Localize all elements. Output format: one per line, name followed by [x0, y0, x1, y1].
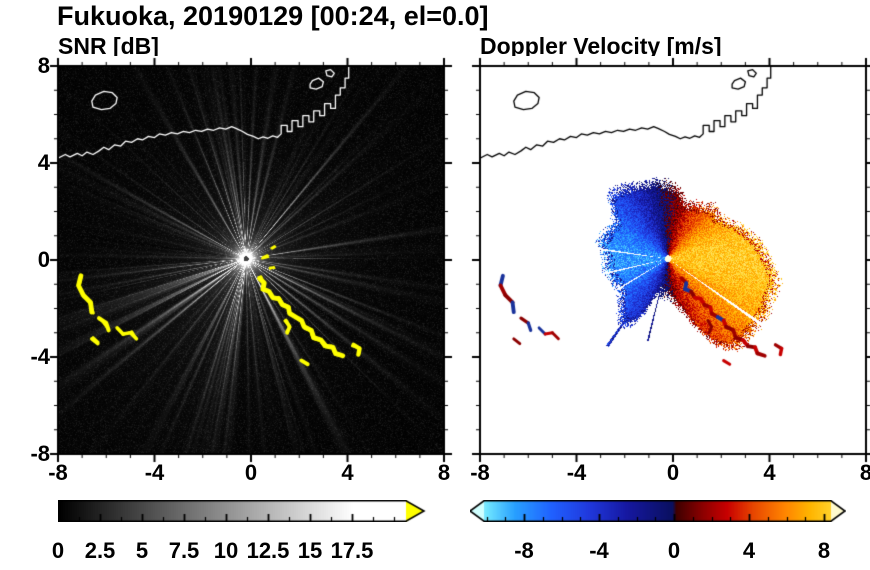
- snr-colorbar-tick-label: 2.5: [84, 538, 116, 563]
- snr-colorbar-tick-label: 15: [297, 538, 323, 563]
- velocity-colorbar: [470, 500, 846, 522]
- snr-colorbar-tick-label: 17.5: [330, 538, 374, 563]
- snr-ppi-plot: [48, 56, 454, 464]
- vel-colorbar-tick-label: 8: [817, 538, 831, 563]
- vel-colorbar-tick-label: 4: [742, 538, 756, 563]
- snr-panel-title: SNR [dB]: [58, 33, 159, 59]
- snr-colorbar-tick-label: 12.5: [246, 538, 290, 563]
- snr-colorbar-tick-label: 5: [135, 538, 149, 563]
- snr-colorbar: [58, 500, 430, 522]
- snr-colorbar-tick-label: 10: [213, 538, 239, 563]
- snr-colorbar-tick-label: 0: [51, 538, 65, 563]
- snr-colorbar-tick-label: 7.5: [168, 538, 200, 563]
- figure-title: Fukuoka, 20190129 [00:24, el=0.0]: [57, 1, 489, 31]
- vel-colorbar-tick-label: -4: [589, 538, 609, 563]
- velocity-panel-title: Doppler Velocity [m/s]: [480, 33, 722, 59]
- vel-colorbar-tick-label: 0: [667, 538, 681, 563]
- velocity-ppi-plot: [470, 56, 870, 464]
- vel-colorbar-tick-label: -8: [514, 538, 534, 563]
